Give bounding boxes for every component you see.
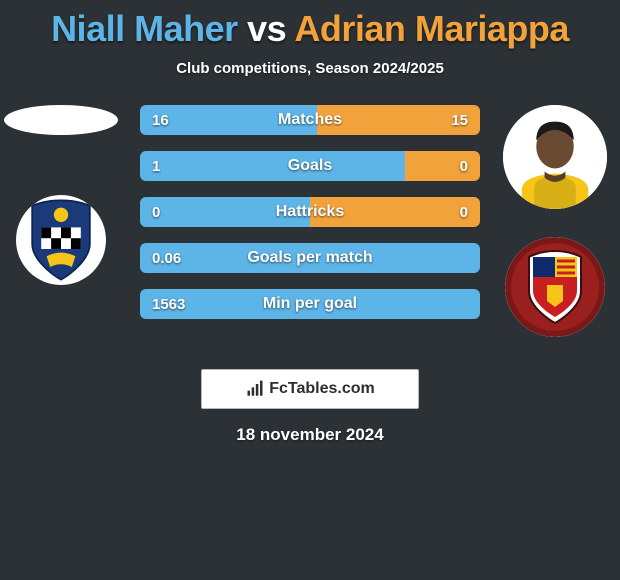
attribution-text: FcTables.com xyxy=(269,380,375,398)
player2-name: Adrian Mariappa xyxy=(294,8,569,49)
club1-crest-icon xyxy=(16,195,106,285)
chart-icon xyxy=(245,379,265,399)
stat-row: 1615Matches xyxy=(140,105,480,135)
stats-bars: 1615Matches 10Goals 00Hattricks 0.06Goals p… xyxy=(140,105,480,319)
stat-row: 1563Min per goal xyxy=(140,289,480,319)
club2-crest-icon xyxy=(505,237,605,337)
player1-name: Niall Maher xyxy=(51,8,238,49)
stat-label: Min per goal xyxy=(140,289,480,319)
stat-label: Hattricks xyxy=(140,197,480,227)
player2-avatar xyxy=(503,105,607,209)
stat-label: Goals xyxy=(140,151,480,181)
player2-avatar-icon xyxy=(503,105,607,209)
attribution-badge[interactable]: FcTables.com xyxy=(201,369,419,409)
report-date: 18 november 2024 xyxy=(0,425,620,445)
stat-row: 10Goals xyxy=(140,151,480,181)
player1-column xyxy=(6,105,116,285)
club1-badge xyxy=(16,195,106,285)
club2-badge xyxy=(505,237,605,337)
subtitle: Club competitions, Season 2024/2025 xyxy=(0,60,620,77)
comparison-title: Niall Maher vs Adrian Mariappa xyxy=(0,0,620,50)
stat-row: 0.06Goals per match xyxy=(140,243,480,273)
stat-label: Goals per match xyxy=(140,243,480,273)
stat-row: 00Hattricks xyxy=(140,197,480,227)
comparison-content: 1615Matches 10Goals 00Hattricks 0.06Goals p… xyxy=(0,105,620,345)
player1-avatar xyxy=(4,105,118,135)
player2-column xyxy=(500,105,610,337)
vs-text: vs xyxy=(247,8,286,49)
stat-label: Matches xyxy=(140,105,480,135)
